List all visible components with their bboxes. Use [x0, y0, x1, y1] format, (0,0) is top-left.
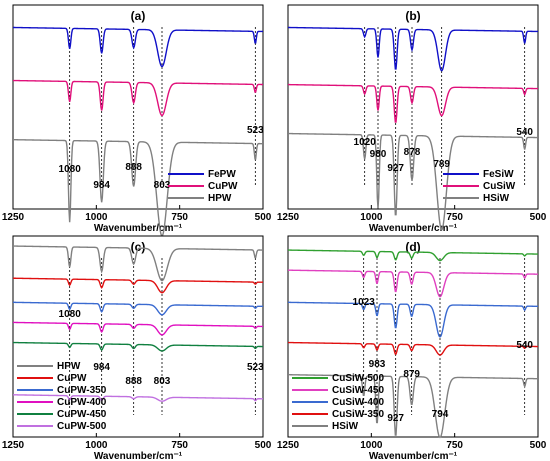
peak-annotation: 1080	[59, 164, 82, 175]
peak-annotation: 927	[387, 413, 404, 424]
spectrum-line	[287, 341, 539, 356]
spectrum-line	[287, 301, 539, 338]
peak-annotation: 888	[125, 162, 142, 173]
spectrum-line	[12, 245, 264, 282]
x-tick-label: 1250	[2, 212, 25, 223]
x-tick-label: 500	[530, 212, 547, 223]
x-tick-label: 1000	[360, 440, 383, 451]
x-axis-title: Wavenumber/cm⁻¹	[94, 451, 183, 461]
peak-annotation: 540	[516, 340, 533, 351]
peak-annotation: 1080	[59, 309, 82, 320]
peak-annotation: 878	[404, 147, 421, 158]
legend-label: CuSiW-500	[332, 373, 384, 384]
spectrum-line	[12, 26, 264, 68]
x-tick-label: 750	[446, 440, 463, 451]
spectrum-line	[12, 138, 264, 237]
spectrum-line	[287, 83, 539, 123]
x-tick-label: 750	[171, 212, 188, 223]
x-axis-title: Wavenumber/cm⁻¹	[369, 223, 458, 234]
x-tick-label: 1250	[2, 440, 25, 451]
peak-annotation: 1020	[354, 137, 377, 148]
legend-label: CuSiW-350	[332, 409, 384, 420]
legend-label: CuPW-500	[57, 421, 107, 432]
panel-title: (a)	[131, 9, 146, 23]
spectrum-line	[287, 269, 539, 298]
legend-label: CuSiW-400	[332, 397, 384, 408]
spectrum-line	[287, 132, 539, 231]
legend-label: CuPW	[208, 181, 238, 192]
x-tick-label: 750	[171, 440, 188, 451]
x-tick-label: 1250	[277, 440, 300, 451]
x-tick-label: 1000	[360, 212, 383, 223]
x-tick-label: 1000	[85, 212, 108, 223]
legend-label: CuSiW	[483, 181, 516, 192]
peak-annotation: 803	[154, 180, 171, 191]
x-axis-title: Wavenumber/cm⁻¹	[369, 451, 458, 461]
spectrum-line	[287, 249, 539, 262]
spectrum-line	[12, 341, 264, 352]
panel-a: 1250 1000 750 500 Wavenumber/cm⁻¹ (a) 1080 984 8…	[2, 4, 272, 237]
legend-label: CuPW-350	[57, 385, 107, 396]
legend-label: CuSiW-450	[332, 385, 384, 396]
panel-title: (c)	[131, 240, 146, 254]
legend-label: FeSiW	[483, 169, 514, 180]
x-tick-label: 500	[255, 440, 272, 451]
peak-annotation: 879	[403, 369, 420, 380]
panel-c: 1250 1000 750 500 Wavenumber/cm⁻¹ (c) 1080 984 8…	[2, 235, 272, 461]
spectrum-line	[287, 374, 539, 439]
spectrum-line	[12, 301, 264, 316]
peak-annotation: 794	[432, 409, 449, 420]
legend-label: HPW	[208, 193, 232, 204]
panel-title: (d)	[405, 240, 420, 254]
legend-label: HSiW	[332, 421, 359, 432]
plot-frame	[12, 4, 264, 210]
x-tick-label: 1000	[85, 440, 108, 451]
legend-label: HSiW	[483, 193, 510, 204]
peak-annotation: 789	[433, 159, 450, 170]
peak-annotation: 540	[516, 127, 533, 138]
peak-annotation: 1023	[353, 297, 376, 308]
x-tick-label: 500	[530, 440, 547, 451]
plot-frame	[287, 4, 539, 210]
spectrum-line	[12, 277, 264, 294]
peak-annotation: 888	[125, 376, 142, 387]
legend-label: CuPW-400	[57, 397, 107, 408]
legend-label: HPW	[57, 361, 81, 372]
peak-annotation: 980	[370, 149, 387, 160]
x-tick-label: 1250	[277, 212, 300, 223]
peak-annotation: 927	[387, 163, 404, 174]
legend-label: CuPW-450	[57, 409, 107, 420]
peak-annotation: 803	[154, 376, 171, 387]
panel-title: (b)	[405, 9, 420, 23]
peak-annotation: 984	[93, 180, 110, 191]
peak-annotation: 983	[369, 359, 386, 370]
legend-label: FePW	[208, 169, 236, 180]
peak-annotation: 523	[247, 362, 264, 373]
plot-frame	[12, 235, 264, 438]
spectrum-line	[12, 394, 264, 402]
legend-label: CuPW	[57, 373, 87, 384]
panel-d: 1250 1000 750 500 Wavenumber/cm⁻¹ (d) 1023 983 9…	[277, 235, 547, 461]
spectrum-line	[12, 321, 264, 336]
plot-frame	[287, 235, 539, 438]
spectrum-line	[12, 79, 264, 117]
peak-annotation: 984	[93, 362, 110, 373]
x-tick-label: 500	[255, 212, 272, 223]
spectrum-line	[287, 26, 539, 72]
peak-annotation: 523	[247, 125, 264, 136]
x-axis-title: Wavenumber/cm⁻¹	[94, 223, 183, 234]
panel-b: 1250 1000 750 500 Wavenumber/cm⁻¹ (b) 10209809…	[277, 4, 547, 234]
x-tick-label: 750	[446, 212, 463, 223]
